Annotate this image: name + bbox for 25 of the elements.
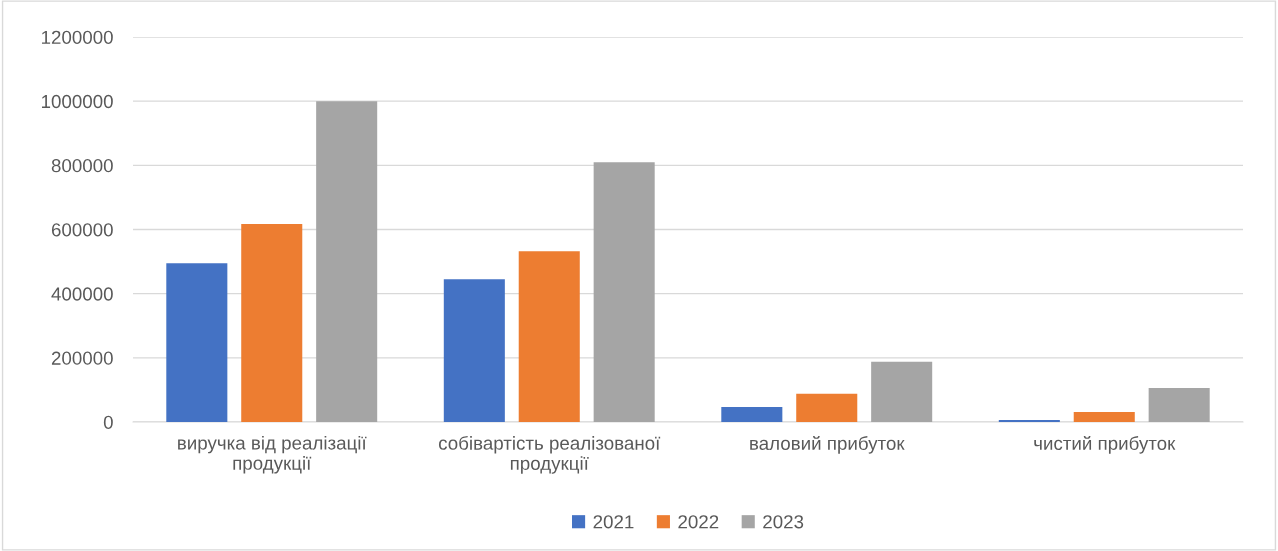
y-tick-label: 1000000 [42, 94, 113, 109]
bar [166, 263, 228, 422]
bar [518, 251, 580, 422]
legend-label: 2021 [593, 515, 634, 529]
bar [1073, 412, 1135, 422]
y-tick-label: 1200000 [42, 30, 113, 44]
bar [593, 162, 655, 422]
bar [871, 361, 933, 422]
legend-label: 2023 [763, 515, 804, 529]
bar [316, 101, 378, 422]
y-tick-label: 800000 [51, 159, 113, 173]
y-tick-label: 0 [103, 415, 113, 429]
y-tick-label: 400000 [51, 287, 113, 301]
x-tick-label: чистий прибуток [1034, 435, 1176, 454]
bar [241, 224, 303, 422]
y-tick-label: 200000 [51, 351, 113, 365]
bar [1148, 387, 1210, 422]
y-tick-label: 600000 [51, 223, 113, 237]
bar [443, 279, 505, 422]
x-tick-label: валовий прибуток [750, 435, 905, 454]
bar [721, 406, 783, 422]
bar [796, 393, 858, 422]
legend-label: 2022 [678, 515, 719, 529]
x-tick-label: собівартість реалізованої продукції [438, 435, 661, 474]
x-tick-label: виручка від реалізації продукції [178, 435, 367, 474]
